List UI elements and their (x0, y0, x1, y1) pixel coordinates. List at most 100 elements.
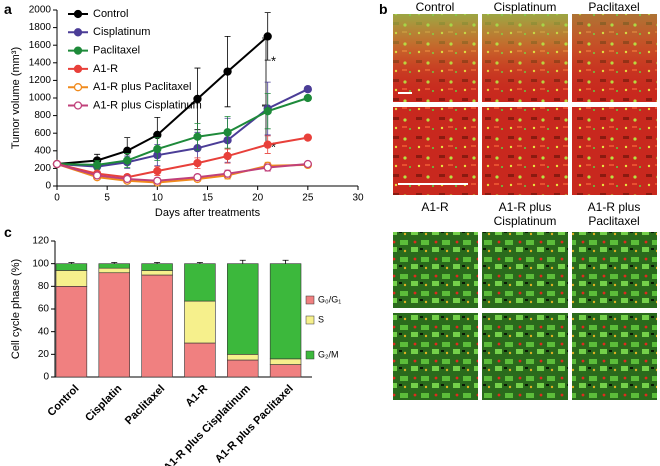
x-tick-label: A1-R plus Cisplatinum (161, 383, 253, 466)
data-point (123, 156, 132, 165)
micrograph (572, 313, 657, 400)
y-tick-label: 1000 (29, 93, 52, 104)
bar-segment (184, 342, 216, 378)
x-tick-label: Paclitaxel (123, 383, 167, 427)
legend-swatch (305, 315, 315, 325)
y-tick-label: 20 (38, 349, 50, 360)
micrograph (393, 232, 478, 308)
bar-segment (184, 300, 216, 344)
error-bar (196, 262, 203, 264)
legend-label: A1-R (93, 63, 118, 75)
x-axis-label: Days after treatments (155, 207, 261, 219)
y-tick-label: 1400 (29, 57, 52, 68)
legend-label: G₀/G₁ (318, 294, 341, 304)
micrograph-overlay (393, 14, 478, 102)
legend-label: Paclitaxel (93, 45, 140, 57)
micrograph (482, 232, 568, 308)
data-point (193, 94, 202, 104)
data-point (153, 166, 162, 176)
legend-label: A1-R plus Cisplatinum (93, 99, 202, 111)
data-point (193, 132, 202, 141)
data-point (223, 67, 232, 76)
y-tick-label: 100 (32, 258, 49, 269)
y-tick-label: 120 (32, 236, 49, 247)
bar-segment (227, 359, 259, 378)
y-axis-label: Cell cycle phase (%) (10, 259, 22, 359)
y-tick-label: 0 (43, 372, 49, 383)
significance-brackets (262, 37, 267, 147)
y-tick-label: 600 (34, 128, 51, 139)
x-tick-label: A1-R (183, 383, 210, 410)
image-title: Control (415, 0, 455, 14)
data-point (303, 93, 312, 103)
error-bar (239, 259, 246, 264)
y-tick-label: 400 (34, 145, 51, 156)
micrograph (572, 232, 657, 308)
legend-label: A1-R plus Paclitaxel (93, 81, 191, 93)
data-point (303, 85, 312, 94)
micrograph-overlay (482, 14, 568, 102)
image-title: A1-R (421, 200, 449, 214)
micrograph-overlay (572, 14, 657, 102)
error-bar (68, 262, 75, 264)
data-point (303, 133, 312, 142)
bar-segment (141, 263, 173, 271)
bar-segment (141, 270, 173, 276)
bar-segment (141, 274, 173, 378)
panel-label: b (379, 1, 388, 17)
image-title: A1-R plus Cisplatinum (493, 200, 557, 228)
legend-swatch (305, 295, 315, 305)
data-point (92, 160, 102, 170)
x-tick-label: 10 (152, 193, 164, 204)
x-tick-label: 0 (54, 193, 60, 204)
bar-segment (227, 263, 259, 355)
series-line (56, 163, 308, 184)
panel-label: c (4, 224, 12, 240)
data-point (153, 176, 162, 185)
annotation: * (271, 53, 276, 68)
bar-segment (55, 286, 88, 378)
data-point (223, 169, 232, 178)
x-tick-label: 30 (352, 193, 364, 204)
bar-segment (98, 267, 130, 274)
panel-label: a (4, 1, 12, 17)
y-tick-label: 60 (38, 304, 50, 315)
y-tick-label: 80 (38, 281, 50, 292)
data-point (223, 128, 232, 137)
legend-label: S (318, 314, 324, 324)
data-point (303, 159, 312, 169)
legend-label: Control (93, 8, 128, 20)
series-line (56, 136, 309, 179)
bar-segment (269, 364, 302, 378)
data-point (193, 173, 202, 182)
y-tick-label: 1600 (29, 40, 52, 51)
micrograph (482, 107, 568, 195)
legend-marker (73, 101, 83, 110)
x-tick-label: 25 (302, 193, 314, 204)
error-bar (111, 262, 118, 264)
legend-marker (73, 83, 83, 92)
annotation: * (271, 139, 276, 154)
legend-marker (73, 64, 83, 74)
data-point (223, 151, 232, 161)
error-bar (154, 262, 161, 264)
y-tick-label: 40 (38, 326, 50, 337)
y-tick-label: 200 (34, 163, 51, 174)
image-title: A1-R plus Paclitaxel (587, 200, 641, 228)
bar-segment (55, 263, 88, 271)
image-title: Cisplatinum (493, 0, 557, 14)
x-tick-label: 20 (252, 193, 264, 204)
bar-segment (98, 272, 130, 378)
micrograph (482, 313, 568, 400)
micrograph (393, 107, 478, 195)
data-point (263, 107, 272, 116)
y-tick-label: 800 (34, 110, 51, 121)
error-bar (282, 259, 289, 264)
bar-segment (98, 263, 130, 269)
bar-segment (55, 270, 88, 287)
bar-segment (227, 354, 259, 361)
y-tick-label: 0 (45, 181, 51, 192)
x-tick-label: Control (45, 383, 81, 419)
